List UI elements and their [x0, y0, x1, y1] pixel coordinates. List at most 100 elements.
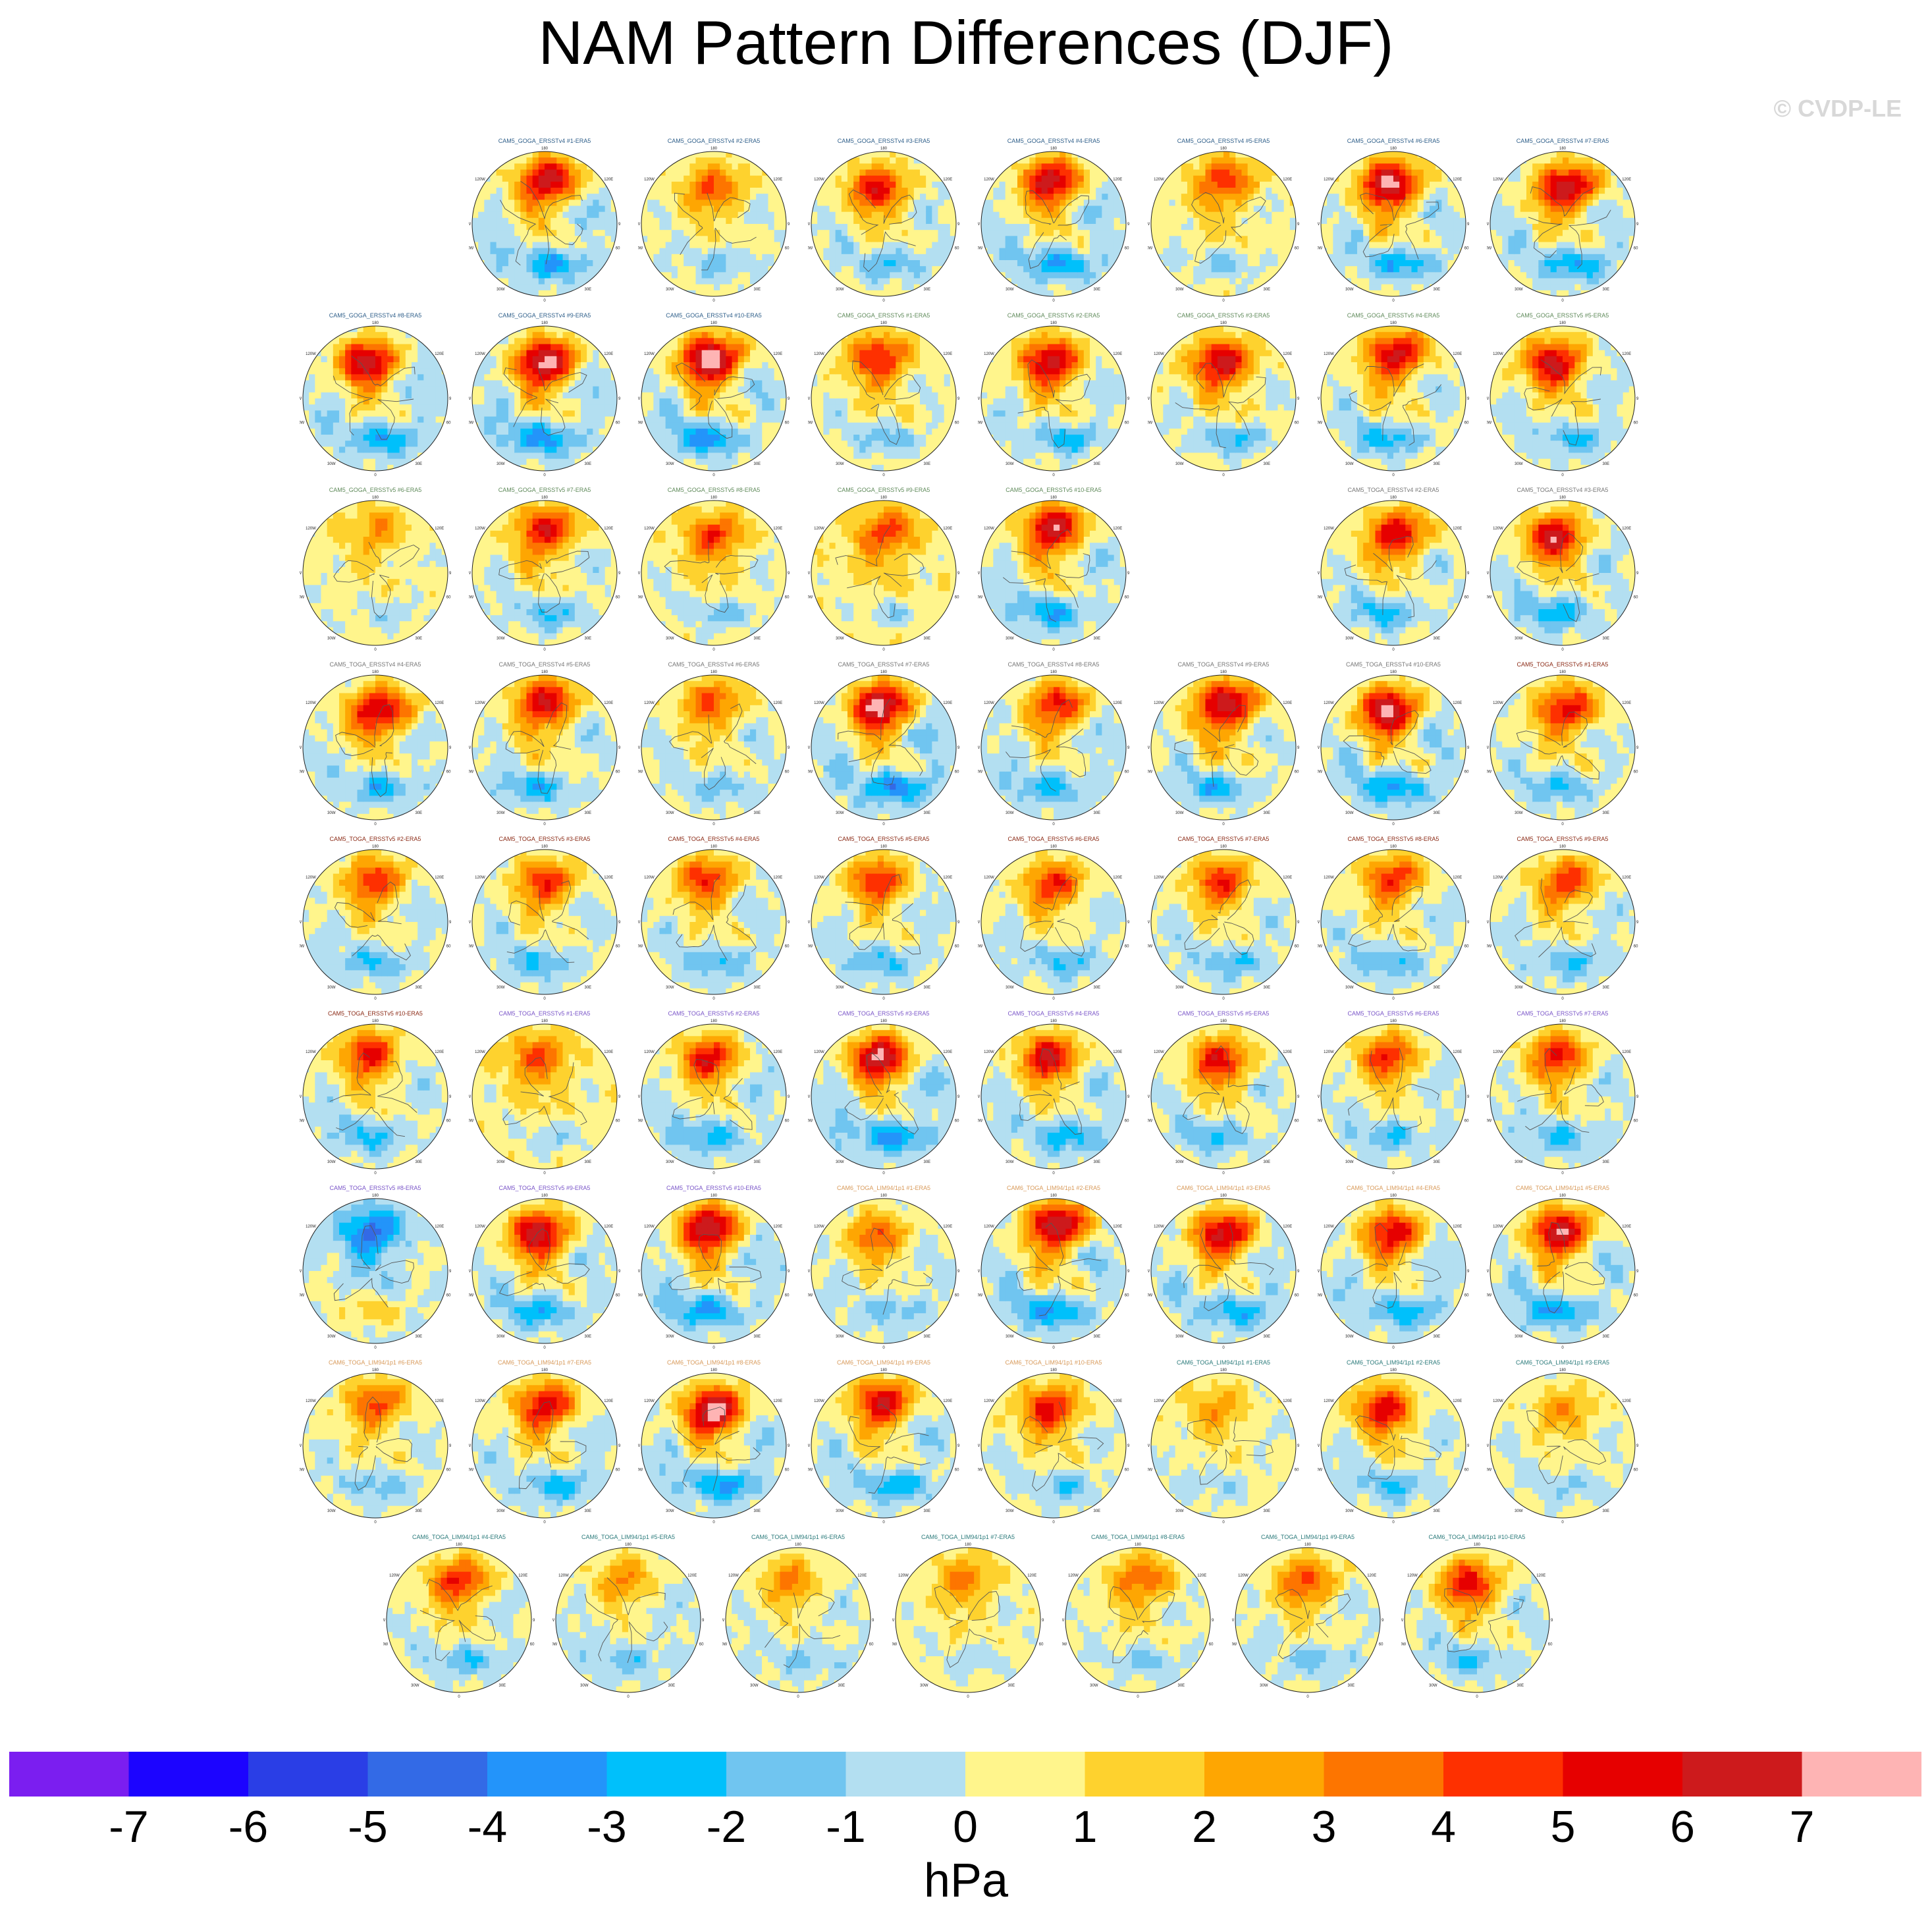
field-cell	[720, 452, 726, 460]
field-cell	[490, 224, 497, 230]
field-cell	[671, 344, 678, 351]
field-cell	[520, 332, 527, 338]
field-cell	[1035, 290, 1042, 296]
field-cell	[1283, 224, 1291, 230]
field-cell	[865, 200, 872, 207]
field-cell	[1387, 266, 1394, 273]
field-cell	[351, 380, 358, 387]
longitude-label: 90E	[788, 223, 790, 227]
longitude-label: 90E	[1297, 223, 1299, 227]
field-cell	[714, 230, 720, 236]
field-cell	[538, 458, 545, 466]
field-cell	[1157, 224, 1164, 230]
field-cell	[981, 211, 988, 219]
field-cell	[1430, 205, 1436, 213]
longitude-label: 180	[372, 321, 379, 325]
field-cell	[714, 254, 720, 261]
field-cell	[1563, 151, 1569, 158]
field-cell	[1563, 230, 1569, 236]
field-cell	[678, 194, 684, 200]
field-cell	[926, 200, 932, 207]
field-cell	[599, 236, 606, 243]
field-cell	[847, 260, 854, 267]
field-cell	[647, 230, 654, 236]
field-cell	[532, 392, 539, 399]
field-cell	[1169, 175, 1176, 182]
field-cell	[490, 217, 497, 225]
field-cell	[599, 392, 606, 399]
field-cell	[1532, 169, 1539, 176]
field-cell	[1430, 260, 1436, 267]
field-cell	[732, 194, 739, 200]
field-cell	[1235, 157, 1243, 164]
field-cell	[1387, 290, 1394, 296]
field-cell	[1017, 248, 1024, 255]
field-cell	[508, 404, 515, 411]
field-cell	[1357, 248, 1364, 255]
field-cell	[568, 452, 576, 460]
field-cell	[1586, 211, 1594, 219]
field-cell	[732, 404, 739, 411]
field-cell	[659, 211, 666, 219]
field-cell	[738, 236, 745, 243]
field-cell	[938, 194, 945, 200]
longitude-label: 60W	[978, 247, 983, 251]
field-cell	[1599, 181, 1605, 188]
field-cell	[1193, 284, 1200, 291]
field-cell	[351, 446, 358, 454]
field-cell	[932, 242, 939, 249]
field-cell	[1417, 205, 1424, 213]
field-cell	[1102, 272, 1109, 279]
field-cell	[1211, 248, 1218, 255]
field-cell	[1029, 236, 1036, 243]
field-cell	[678, 181, 684, 188]
field-cell	[435, 380, 443, 387]
field-cell	[1199, 254, 1206, 261]
field-cell	[369, 422, 376, 429]
field-cell	[926, 169, 932, 176]
field-cell	[1502, 188, 1509, 194]
field-cell	[1490, 211, 1497, 219]
field-cell	[1090, 188, 1096, 194]
field-cell	[1611, 260, 1618, 267]
field-cell	[1592, 254, 1599, 261]
field-cell	[1399, 151, 1406, 158]
field-cell	[726, 157, 733, 164]
field-cell	[901, 224, 909, 230]
field-cell	[1102, 217, 1109, 225]
field-cell	[1169, 211, 1176, 219]
field-cell	[581, 254, 587, 261]
field-cell	[726, 332, 733, 338]
field-cell	[568, 392, 576, 399]
field-cell	[1193, 181, 1200, 188]
field-cell	[502, 416, 509, 423]
field-cell	[1393, 278, 1400, 285]
field-cell	[1260, 217, 1266, 225]
field-cell	[1181, 260, 1188, 267]
field-cell	[1411, 266, 1418, 273]
field-cell	[1023, 248, 1030, 255]
field-cell	[1514, 181, 1521, 188]
field-cell	[351, 428, 358, 435]
field-cell	[1065, 194, 1073, 200]
field-cell	[1363, 194, 1370, 200]
field-cell	[1090, 217, 1096, 225]
field-cell	[1405, 242, 1412, 249]
field-cell	[907, 163, 915, 171]
field-cell	[817, 248, 824, 255]
field-cell	[1035, 211, 1042, 219]
field-cell	[1351, 230, 1358, 236]
field-cell	[1260, 211, 1266, 219]
field-cell	[689, 224, 697, 230]
field-cell	[587, 356, 593, 363]
field-cell	[1327, 242, 1333, 249]
field-cell	[526, 428, 533, 435]
field-cell	[1217, 230, 1224, 236]
field-cell	[599, 422, 606, 429]
field-cell	[581, 416, 587, 423]
field-cell	[508, 458, 515, 466]
field-cell	[695, 350, 703, 357]
field-cell	[901, 188, 909, 194]
field-cell	[926, 188, 932, 194]
field-cell	[1235, 188, 1243, 194]
